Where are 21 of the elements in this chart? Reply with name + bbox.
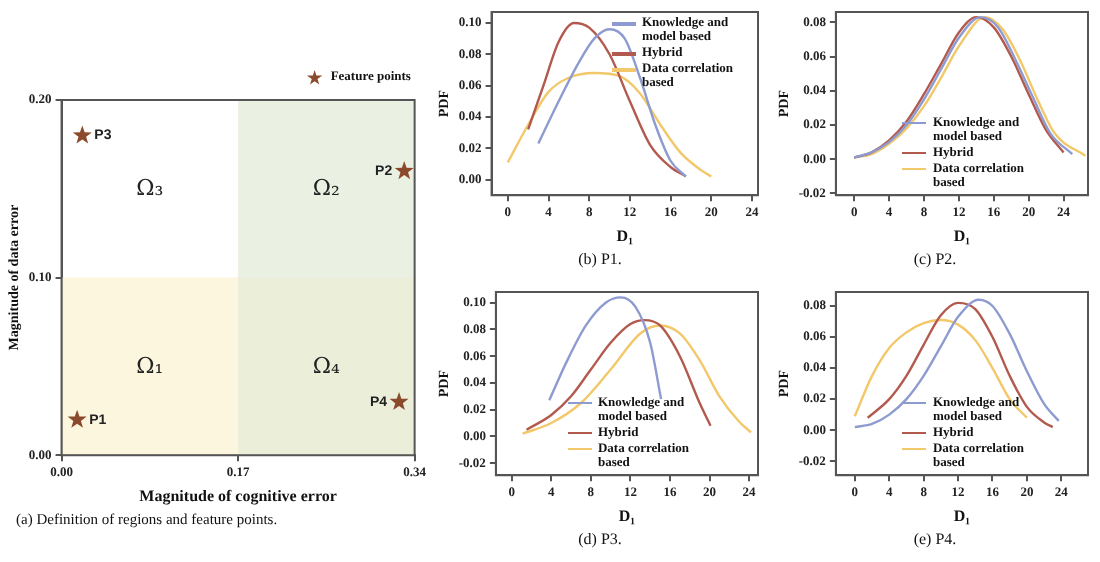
point [394,161,414,180]
text: (d) P3. [576,530,624,548]
point [72,125,92,144]
text: (c) P2. [911,250,959,268]
text: (b) P1. [576,250,624,268]
line-series [853,318,1029,419]
annotation: Ω₄ [312,353,340,380]
x-axis-title: D₁ [618,506,637,525]
x-axis-title: D₁ [616,226,635,245]
annotation: Ω₁ [136,353,164,380]
annotation: Ω₃ [136,175,164,202]
point [389,391,409,411]
line-series [525,318,712,431]
x-axis-title: D₁ [953,226,972,245]
annotation: Ω₂ [312,175,340,202]
x-axis-title: Magnitude of cognitive error [139,486,338,505]
point [67,409,87,428]
line-series [521,324,753,435]
x-axis-title: D₁ [953,506,972,525]
line-series [506,71,713,178]
text: (e) P4. [911,530,959,548]
